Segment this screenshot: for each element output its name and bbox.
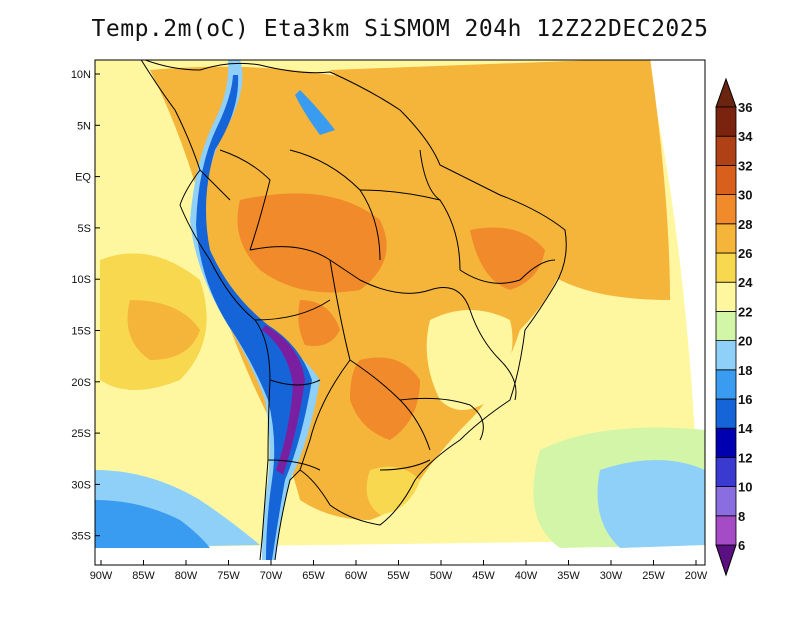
- lon-tick-label: 80W: [175, 570, 198, 582]
- boundary-line-2: [329, 259, 431, 451]
- colorbar-segment: [715, 310, 737, 341]
- colorbar-segment: [715, 456, 737, 487]
- colorbar-level-label: 10: [738, 480, 752, 495]
- lon-tick-label: 75W: [217, 570, 240, 582]
- colorbar-segment: [715, 369, 737, 400]
- temperature-field: [95, 60, 705, 560]
- boundary-line-10: [379, 459, 431, 471]
- colorbar-segment: [715, 164, 737, 195]
- boundary-line-5: [419, 149, 441, 201]
- colorbar-level-label: 12: [738, 450, 752, 465]
- colorbar-segment: [715, 398, 737, 429]
- lon-tick-label: 70W: [260, 570, 283, 582]
- colorbar-level-label: 18: [738, 363, 752, 378]
- lat-tick-label: 20S: [71, 377, 91, 389]
- field-south-atlantic-colder: [597, 460, 705, 548]
- colorbar-level-label: 28: [738, 217, 752, 232]
- colorbar-level-label: 36: [738, 100, 752, 115]
- lon-tick-label: 40W: [515, 570, 538, 582]
- lat-tick-label: EQ: [75, 172, 91, 184]
- boundary-line-8: [299, 359, 351, 471]
- lat-tick-label: 5S: [78, 223, 91, 235]
- boundary-line-1: [249, 246, 471, 311]
- lat-tick-label: 35S: [71, 531, 91, 543]
- lat-tick-label: 25S: [71, 428, 91, 440]
- colorbar-segment: [715, 106, 737, 137]
- lat-tick-label: 10N: [71, 69, 91, 81]
- lon-tick-label: 85W: [132, 570, 155, 582]
- pacific-coastline: [139, 60, 271, 561]
- colorbar: 6 8 10 12 14 16 18 20 22 24 26 28 30 32 34 36: [715, 77, 753, 577]
- colorbar-segment: [715, 194, 737, 225]
- lon-tick-label: 25W: [642, 570, 665, 582]
- colorbar-level-label: 30: [738, 188, 752, 203]
- field-pacific-warm: [127, 300, 200, 360]
- field-south-brazil: [366, 466, 420, 515]
- colorbar-segment: [715, 281, 737, 312]
- field-interior-hot: [298, 300, 340, 346]
- lat-tick-label: 30S: [71, 479, 91, 491]
- lon-tick-label: 90W: [90, 570, 113, 582]
- colorbar-level-label: 6: [738, 538, 745, 553]
- field-guiana-highland: [295, 90, 335, 135]
- boundary-line-9: [399, 397, 484, 441]
- map-title: Temp.2m(oC) Eta3km SiSMOM 204h 12Z22DEC2…: [91, 16, 709, 42]
- boundaries: [139, 60, 567, 561]
- colorbar-segment: [715, 252, 737, 283]
- boundary-line-13: [254, 299, 331, 321]
- map-frame: [94, 59, 706, 566]
- field-amazon-hot: [237, 193, 387, 293]
- colorbar-level-label: 16: [738, 392, 752, 407]
- lon-tick-label: 20W: [685, 570, 708, 582]
- colorbar-segment: [715, 223, 737, 254]
- boundary-line-3: [289, 149, 381, 261]
- colorbar-level-label: 32: [738, 158, 752, 173]
- lat-tick-label: 10S: [71, 274, 91, 286]
- boundary-line-15: [267, 459, 321, 471]
- colorbar-over-arrow: [715, 77, 737, 108]
- colorbar-segment: [715, 340, 737, 371]
- boundary-line-11: [219, 149, 271, 251]
- boundary-line-12: [199, 169, 231, 201]
- field-andes-cold: [196, 75, 312, 560]
- colorbar-segment: [715, 486, 737, 517]
- field-south-pacific-cold: [95, 500, 210, 548]
- colorbar-level-label: 20: [738, 334, 752, 349]
- colorbar-level-label: 26: [738, 246, 752, 261]
- colorbar-segment: [715, 515, 737, 546]
- field-altiplano-coldest: [262, 325, 305, 475]
- colorbar-level-label: 24: [738, 275, 753, 290]
- lat-tick-label: 15S: [71, 326, 91, 338]
- field-warm-atlantic: [330, 60, 670, 300]
- colorbar-segment: [715, 427, 737, 458]
- colorbar-level-label: 22: [738, 304, 752, 319]
- atlantic-coastline: [139, 60, 567, 561]
- latitude-axis: 10N 5N EQ 5S 10S 15S 20S 25S 30S 35S: [71, 69, 100, 543]
- field-highlands: [426, 310, 513, 410]
- longitude-axis: 90W 85W 80W 75W 70W 65W 60W 55W 50W 45W 40W 35W 30W 2…: [90, 560, 708, 582]
- lat-tick-label: 5N: [77, 120, 91, 132]
- colorbar-level-label: 34: [738, 129, 753, 144]
- lon-tick-label: 65W: [302, 570, 325, 582]
- colorbar-segment: [715, 135, 737, 166]
- boundary-line-7: [469, 309, 517, 401]
- lon-tick-label: 50W: [430, 570, 453, 582]
- colorbar-level-label: 14: [738, 421, 753, 436]
- colorbar-level-label: 8: [738, 509, 745, 524]
- boundary-line-6: [459, 259, 556, 284]
- colorbar-under-arrow: [715, 544, 737, 577]
- lon-tick-label: 55W: [387, 570, 410, 582]
- boundary-line-14: [269, 379, 321, 386]
- lon-tick-label: 30W: [600, 570, 623, 582]
- lon-tick-label: 60W: [345, 570, 368, 582]
- lon-tick-label: 45W: [472, 570, 495, 582]
- lon-tick-label: 35W: [557, 570, 580, 582]
- field-chaco-hot: [350, 357, 420, 440]
